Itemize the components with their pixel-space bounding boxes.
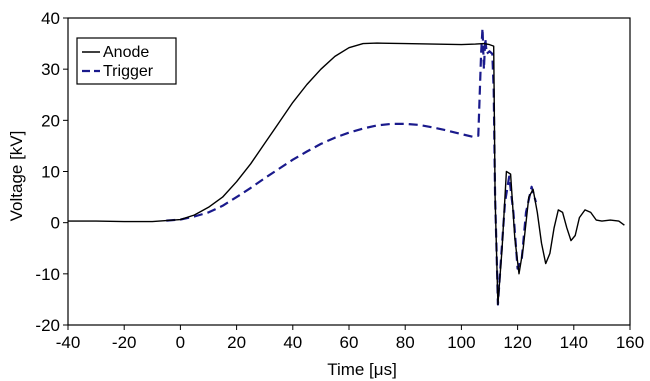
- legend-box: [76, 37, 177, 85]
- x-tick-label: -40: [56, 333, 81, 352]
- x-tick-label: 40: [283, 333, 302, 352]
- x-axis: -40 -20 0 20 40 60 80 100 120 140 160: [56, 325, 644, 352]
- y-tick-label: -20: [35, 316, 60, 335]
- y-tick-label: 20: [41, 111, 60, 130]
- x-tick-label: 120: [503, 333, 531, 352]
- y-axis: -20 -10 0 10 20 30 40: [35, 9, 68, 335]
- y-tick-label: 10: [41, 163, 60, 182]
- x-tick-label: 0: [176, 333, 185, 352]
- y-tick-label: 30: [41, 60, 60, 79]
- x-tick-label: 80: [396, 333, 415, 352]
- legend-entry-anode: Anode: [103, 44, 149, 61]
- y-tick-label: 40: [41, 9, 60, 28]
- series-layer: [68, 27, 625, 306]
- x-axis-title: Time [μs]: [327, 360, 397, 379]
- y-tick-label: -10: [35, 265, 60, 284]
- legend: Anode Trigger: [76, 37, 177, 85]
- x-tick-label: 20: [227, 333, 246, 352]
- series-line-trigger: [166, 27, 537, 306]
- x-tick-label: 100: [447, 333, 475, 352]
- x-tick-label: 160: [616, 333, 644, 352]
- x-tick-label: 60: [340, 333, 359, 352]
- x-tick-label: 140: [560, 333, 588, 352]
- y-axis-title: Voltage [kV]: [7, 131, 26, 222]
- x-tick-label: -20: [112, 333, 137, 352]
- y-tick-label: 0: [51, 214, 60, 233]
- legend-entry-trigger: Trigger: [103, 63, 154, 80]
- series-line-anode: [68, 42, 625, 306]
